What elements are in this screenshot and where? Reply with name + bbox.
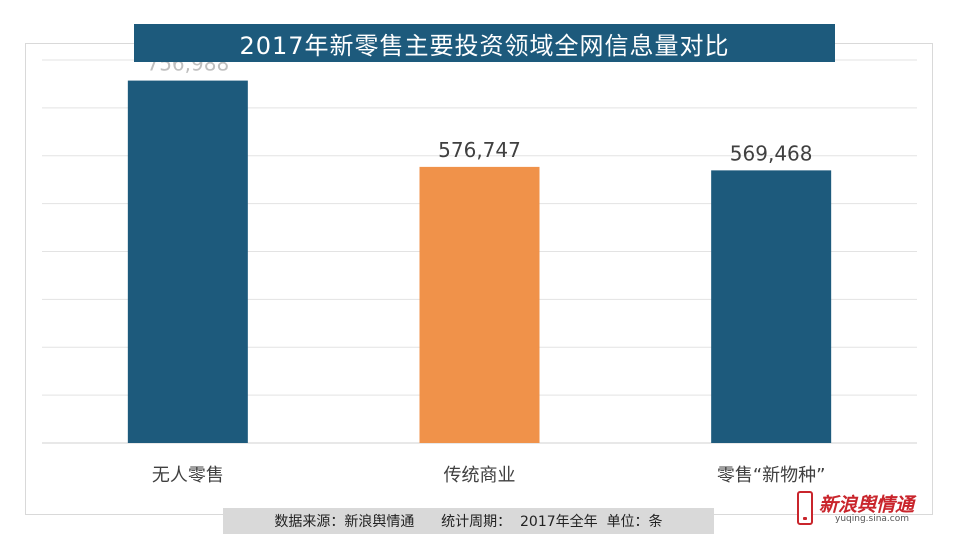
bar-value-label: 569,468	[730, 141, 813, 165]
category-labels: 无人零售 传统商业 零售“新物种”	[152, 465, 826, 486]
footer-unit: 单位：条	[606, 514, 663, 530]
bar	[419, 166, 540, 443]
footer-period: 统计周期： 2017年全年	[441, 514, 598, 530]
bar	[711, 170, 832, 443]
logo-url: yuqing.sina.com	[835, 514, 910, 524]
category-label: 传统商业	[444, 465, 516, 486]
bar	[127, 80, 248, 444]
footer-source: 数据来源：新浪舆情通	[274, 514, 415, 530]
phone-icon	[797, 491, 813, 525]
logo-name: 新浪舆情通	[819, 494, 915, 516]
category-label: 零售“新物种”	[717, 465, 826, 486]
footer-bar: 数据来源：新浪舆情通 统计周期： 2017年全年 单位：条	[223, 508, 714, 534]
sina-yuqing-logo: 新浪舆情通 yuqing.sina.com	[795, 490, 925, 530]
bars	[127, 80, 832, 444]
category-label: 无人零售	[152, 465, 224, 486]
chart-title: 2017年新零售主要投资领域全网信息量对比	[134, 24, 835, 62]
bar-value-label: 576,747	[438, 138, 521, 162]
